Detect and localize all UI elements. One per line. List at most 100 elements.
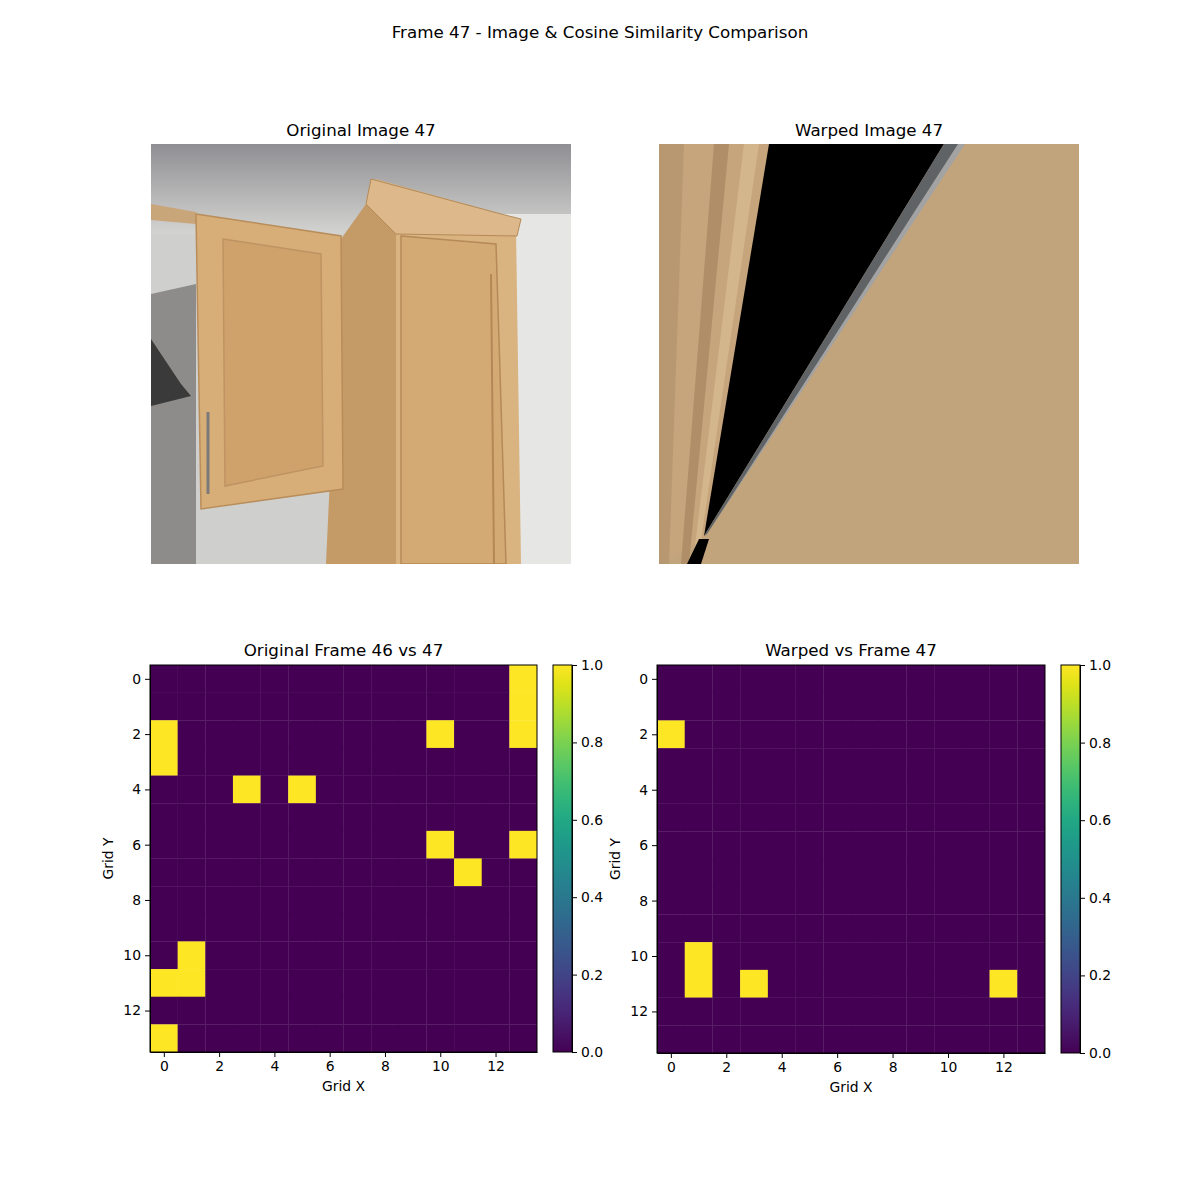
tick-mark [726, 1053, 727, 1058]
tick: 1.0 [572, 657, 603, 673]
heatmap-cell [906, 665, 934, 693]
heatmap-cell [934, 914, 962, 942]
heatmap-cells [657, 665, 1045, 1053]
heatmap-cell [712, 693, 740, 721]
heatmap-cell [205, 748, 233, 776]
tick-label: 0.4 [1089, 890, 1111, 906]
heatmap-cell [482, 776, 510, 804]
heatmap-cell [288, 969, 316, 997]
heatmap-cell [962, 720, 990, 748]
heatmap-cell [316, 665, 344, 693]
heatmap-cell [906, 859, 934, 887]
heatmap-cell [178, 859, 206, 887]
heatmap-cell [261, 803, 289, 831]
heatmap-cell [150, 1024, 178, 1052]
heatmap-cell [150, 803, 178, 831]
tick-mark [782, 1053, 783, 1058]
heatmap-cell [657, 776, 685, 804]
heatmap-cell [851, 776, 879, 804]
heatmap-cell [288, 941, 316, 969]
plot-frame [657, 665, 1045, 1053]
heatmap-cell [233, 859, 261, 887]
subplot-title: Original Image 47 [286, 120, 435, 140]
heatmap-cell [823, 1025, 851, 1053]
heatmap-cell [740, 720, 768, 748]
heatmap-cell [1017, 776, 1045, 804]
tick-label: 0 [160, 1058, 169, 1074]
tick: 10 [940, 1053, 958, 1075]
heatmap-cell [261, 914, 289, 942]
tick-mark [652, 1011, 657, 1012]
heatmap-cell [740, 748, 768, 776]
heatmap-cell [454, 748, 482, 776]
heatmap-cell [344, 665, 372, 693]
heatmap-cell [454, 969, 482, 997]
tick-mark [145, 1011, 150, 1012]
image-shape [151, 339, 191, 406]
heatmap-cell [205, 803, 233, 831]
tick-mark [652, 790, 657, 791]
tick-mark [948, 1053, 949, 1058]
heatmap-cell [509, 665, 537, 693]
heatmap-cell [851, 998, 879, 1026]
y-axis: 024681012 [630, 666, 657, 1054]
heatmap-cell [205, 914, 233, 942]
tick-mark [652, 679, 657, 680]
tick-label: 10 [123, 947, 141, 963]
heatmap-cell [685, 831, 713, 859]
heatmap-cell [657, 1025, 685, 1053]
heatmap-cell [657, 942, 685, 970]
heatmap-cell [906, 693, 934, 721]
heatmap-cell [454, 693, 482, 721]
heatmap-cell [657, 693, 685, 721]
tick-mark [572, 897, 577, 898]
heatmap-cell [685, 887, 713, 915]
heatmap-cell [178, 803, 206, 831]
background [0, 0, 1200, 1200]
heatmap-cell [399, 748, 427, 776]
heatmap-cell [233, 665, 261, 693]
heatmap-cell [990, 859, 1018, 887]
heatmap-cell [962, 693, 990, 721]
heatmap-cell [509, 914, 537, 942]
heatmap-cell [288, 914, 316, 942]
image-shape [151, 144, 571, 564]
heatmap-cell [740, 665, 768, 693]
tick-label: 12 [487, 1058, 505, 1074]
tick: 10 [432, 1052, 450, 1074]
tick-label: 0.0 [1089, 1045, 1111, 1061]
heatmap-cell [371, 665, 399, 693]
heatmap-cell [1017, 693, 1045, 721]
heatmap-cell [509, 941, 537, 969]
image [151, 144, 571, 564]
heatmap-cell [657, 665, 685, 693]
heatmap-cell [685, 776, 713, 804]
x-axis: 024681012 [658, 1053, 1046, 1075]
heatmap-cell [205, 665, 233, 693]
tick-mark [1080, 665, 1085, 666]
heatmap-cell [426, 1024, 454, 1052]
image-shape [704, 144, 964, 536]
heatmap-cell [261, 941, 289, 969]
heatmap-cell [768, 887, 796, 915]
heatmap-cell [879, 887, 907, 915]
heatmap-cell [990, 693, 1018, 721]
tick-mark [1003, 1053, 1004, 1058]
heatmap-cell [454, 831, 482, 859]
heatmap-cell [454, 1024, 482, 1052]
heatmap-cell [344, 720, 372, 748]
image [659, 144, 1079, 564]
heatmap-cell [657, 804, 685, 832]
heatmap-cell [178, 776, 206, 804]
heatmap-cell [205, 831, 233, 859]
heatmap-cell [879, 665, 907, 693]
y-axis-title: Grid Y [100, 837, 116, 880]
heatmap-cell [851, 887, 879, 915]
heatmap-cell [344, 997, 372, 1025]
heatmap-cell [426, 914, 454, 942]
heatmap-cell [509, 859, 537, 887]
heatmap-cell [906, 720, 934, 748]
heatmap-cell [1017, 859, 1045, 887]
heatmap-cell [233, 1024, 261, 1052]
heatmap-cell [712, 720, 740, 748]
